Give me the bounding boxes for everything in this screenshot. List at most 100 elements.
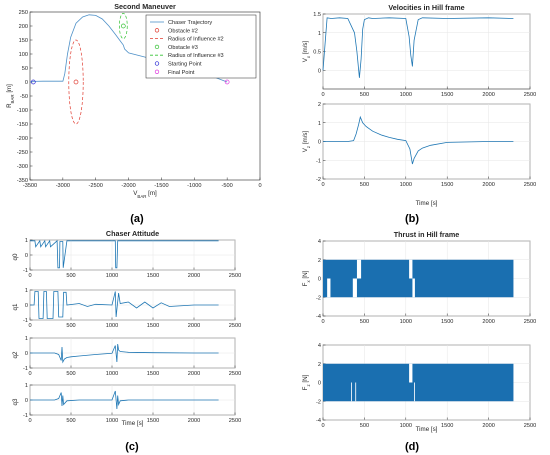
caption-d: (d) (405, 441, 419, 453)
chart-a-ytick-label: -300 (17, 164, 28, 170)
chart-d-panel-2-ytick-label: 4 (318, 343, 321, 349)
chart-a-xtick-label: -2000 (121, 183, 135, 189)
chart-a-ytick-label: 0 (25, 80, 28, 86)
chart-c-panel-1-ylabel: q0 (12, 253, 19, 260)
starting-point-marker (30, 79, 36, 85)
chart-d-panel-1-thrust-gap (352, 278, 357, 298)
caption-c: (c) (125, 441, 139, 453)
chart-b-panel-2-xtick-label: 1500 (441, 182, 453, 188)
legend-swatch (154, 28, 160, 33)
chart-d-panel-1-ylabel: Fx [N] (302, 270, 311, 286)
chart-c-panel-4-xtick-label: 500 (66, 418, 75, 424)
legend-label: Starting Point (168, 62, 202, 68)
chart-d-panel-1-thrust-gap (412, 278, 415, 298)
legend-swatch (154, 44, 160, 50)
chart-b-panel-2-ytick-label: -1 (316, 158, 321, 164)
chart-a-xtick-label: -1000 (187, 183, 201, 189)
chart-b-panel-1-series-line (322, 17, 514, 78)
chart-c-panel-4-ytick-label: 1 (25, 383, 28, 389)
chart-c-panel-4-ylabel: q3 (12, 398, 19, 405)
chart-d-panel-2-ytick-label: -2 (316, 399, 321, 405)
chart-b-panel-1-ytick-label: 1 (318, 31, 321, 37)
legend-label: Final Point (168, 70, 195, 76)
chart-c-panel-3-xtick-label: 1500 (147, 371, 159, 377)
obstacle-marker-3 (120, 23, 126, 29)
chart-b-panel-1-ytick-label: 0 (318, 68, 321, 74)
chart-c-panel-3-xtick-label: 1000 (106, 371, 118, 377)
chart-a-ytick-label: -350 (17, 178, 28, 184)
chart-b-panel-1-xtick-label: 1500 (441, 92, 453, 98)
chart-c-panel-1-xtick-label: 1000 (106, 273, 118, 279)
chart-d-panel-1-thrust-gap (356, 259, 362, 279)
chart-a-xtick-label: -3500 (23, 183, 37, 189)
chart-b-panel-2-series-line (323, 115, 514, 165)
chart-c-panel-4-xtick-label: 2000 (188, 418, 200, 424)
chart-b-panel-1-xtick-label: 0 (321, 92, 324, 98)
chart-d-panel-2-thrust-gap (409, 363, 413, 383)
chart-d-panel-2-thrust-gap (414, 382, 415, 402)
chart-a-xlabel: VBAR [m] (133, 190, 157, 199)
chart-a-xtick-label: -500 (222, 183, 233, 189)
chart-a-xtick-label: -1500 (154, 183, 168, 189)
chart-c-panel-4-xtick-label: 2500 (229, 418, 241, 424)
chart-d-panel-2-thrust-gap (355, 382, 357, 402)
chart-a-ytick-label: -200 (17, 136, 28, 142)
chart-c-panel-4-xtick-label: 1500 (147, 418, 159, 424)
legend-label: Obstacle #2 (168, 28, 198, 34)
chart-c-panel-2-xtick-label: 2500 (229, 323, 241, 329)
chart-b-panel-2-xtick-label: 2000 (482, 182, 494, 188)
chart-c-panel-4-xtick-label: 0 (28, 418, 31, 424)
chart-b-panel-1-xtick-label: 1000 (400, 92, 412, 98)
chart-c-panel-2-xtick-label: 1000 (106, 323, 118, 329)
chart-c-panel-1-xtick-label: 2500 (229, 273, 241, 279)
chart-c-panel-3-series-line (30, 343, 219, 364)
chart-d-panel-1-ytick-label: 2 (318, 258, 321, 264)
chart-d-panel-2-xtick-label: 2000 (482, 423, 494, 429)
chart-c-panel-2-ytick-label: -1 (23, 318, 28, 324)
chart-c-panel-2-xtick-label: 0 (28, 323, 31, 329)
chart-d-panel-1-xtick-label: 2000 (482, 319, 494, 325)
chart-d-panel-2-xtick-label: 0 (321, 423, 324, 429)
chart-c-panel-2-xtick-label: 2000 (188, 323, 200, 329)
chart-b-title: Velocities in Hill frame (388, 3, 464, 12)
chart-a-xtick-label: -3000 (56, 183, 70, 189)
chart-c-panel-3-ytick-label: -1 (23, 366, 28, 372)
chart-c-panel-1-xtick-label: 2000 (188, 273, 200, 279)
chart-c-panel-3-xtick-label: 500 (66, 371, 75, 377)
chart-b-panel-2-ytick-label: 0 (318, 140, 321, 146)
chart-a-ylabel: RBAR [m] (6, 84, 15, 108)
chart-d-panel-1-xtick-label: 500 (360, 319, 369, 325)
obstacle-marker-2 (73, 79, 79, 85)
chart-d-panel-1-xtick-label: 1500 (441, 319, 453, 325)
chart-b-panel-2-ytick-label: 1 (318, 121, 321, 127)
chart-c-panel-1-ytick-label: 1 (25, 238, 28, 244)
chart-c-xlabel: Time [s] (122, 420, 144, 427)
chart-c-panel-2-series-line (30, 291, 219, 319)
chart-d-panel-2-xtick-label: 1500 (441, 423, 453, 429)
chart-d-panel-2-xtick-label: 1000 (400, 423, 412, 429)
chart-d-panel-2-ylabel: Fz [N] (302, 374, 311, 390)
chart-a-ytick-label: -150 (17, 122, 28, 128)
chart-c-panel-3-ytick-label: 1 (25, 336, 28, 342)
chart-a-ytick-label: 150 (19, 38, 28, 44)
chart-c-panel-2-ytick-label: 0 (25, 303, 28, 309)
legend-swatch (154, 61, 160, 66)
chart-d-panel-1-ytick-label: -2 (316, 295, 321, 301)
chart-c-panel-2-ytick-label: 1 (25, 288, 28, 294)
chart-a-ytick-label: 100 (19, 52, 28, 58)
chart-c-panel-1-xtick-label: 0 (28, 273, 31, 279)
chart-a-ytick-label: 50 (22, 66, 28, 72)
chart-c-panel-1-ytick-label: 0 (25, 253, 28, 259)
chart-b-panel-2-xtick-label: 500 (360, 182, 369, 188)
chart-c-panel-2-xtick-label: 1500 (147, 323, 159, 329)
chart-c-panel-1-ytick-label: -1 (23, 268, 28, 274)
chart-a-ytick-label: 250 (19, 10, 28, 16)
chart-b-panel-1-ylabel: Vx [m/s] (302, 40, 311, 62)
chart-b-panel-2-xtick-label: 0 (321, 182, 324, 188)
chart-c-panel-1-xtick-label: 500 (66, 273, 75, 279)
chart-d-panel-1-xtick-label: 2500 (524, 319, 536, 325)
chart-d-panel-2-thrust-band (323, 363, 514, 402)
chart-d-panel-1-ytick-label: 0 (318, 277, 321, 283)
